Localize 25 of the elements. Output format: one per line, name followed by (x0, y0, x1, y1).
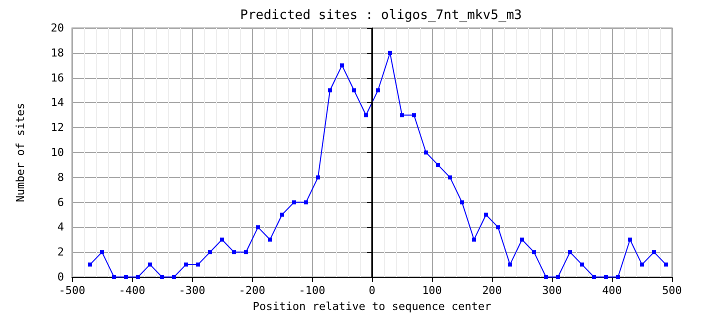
y-tick-label: 10 (50, 146, 64, 159)
y-tick-label: 4 (57, 220, 64, 234)
x-tick-label: 400 (602, 284, 622, 297)
y-tick-label: 6 (57, 196, 64, 209)
y-tick-label: 16 (50, 71, 64, 84)
y-tick-label: 18 (50, 46, 64, 60)
y-tick-label: 14 (50, 96, 64, 110)
y-axis-title: Number of sites (14, 102, 27, 202)
y-tick-label: 12 (50, 121, 64, 134)
y-tick-label: 8 (57, 170, 64, 184)
x-tick-label: 100 (422, 284, 442, 297)
x-tick-label: -400 (118, 284, 146, 297)
chart-title: Predicted sites : oligos_7nt_mkv5_m3 (240, 8, 522, 23)
x-tick-label: 300 (542, 284, 562, 297)
y-tick-label: 0 (57, 270, 64, 284)
x-tick-label: 0 (368, 284, 376, 297)
x-tick-label: 200 (482, 284, 502, 297)
y-tick-label: 2 (57, 246, 64, 259)
x-tick-label: 500 (662, 284, 682, 297)
x-tick-label: -300 (178, 284, 206, 297)
x-axis-title: Position relative to sequence center (252, 300, 492, 313)
x-tick-label: -100 (298, 284, 326, 297)
x-tick-label: -500 (58, 284, 86, 297)
x-tick-label: -200 (238, 284, 266, 297)
y-tick-label: 20 (50, 22, 64, 34)
